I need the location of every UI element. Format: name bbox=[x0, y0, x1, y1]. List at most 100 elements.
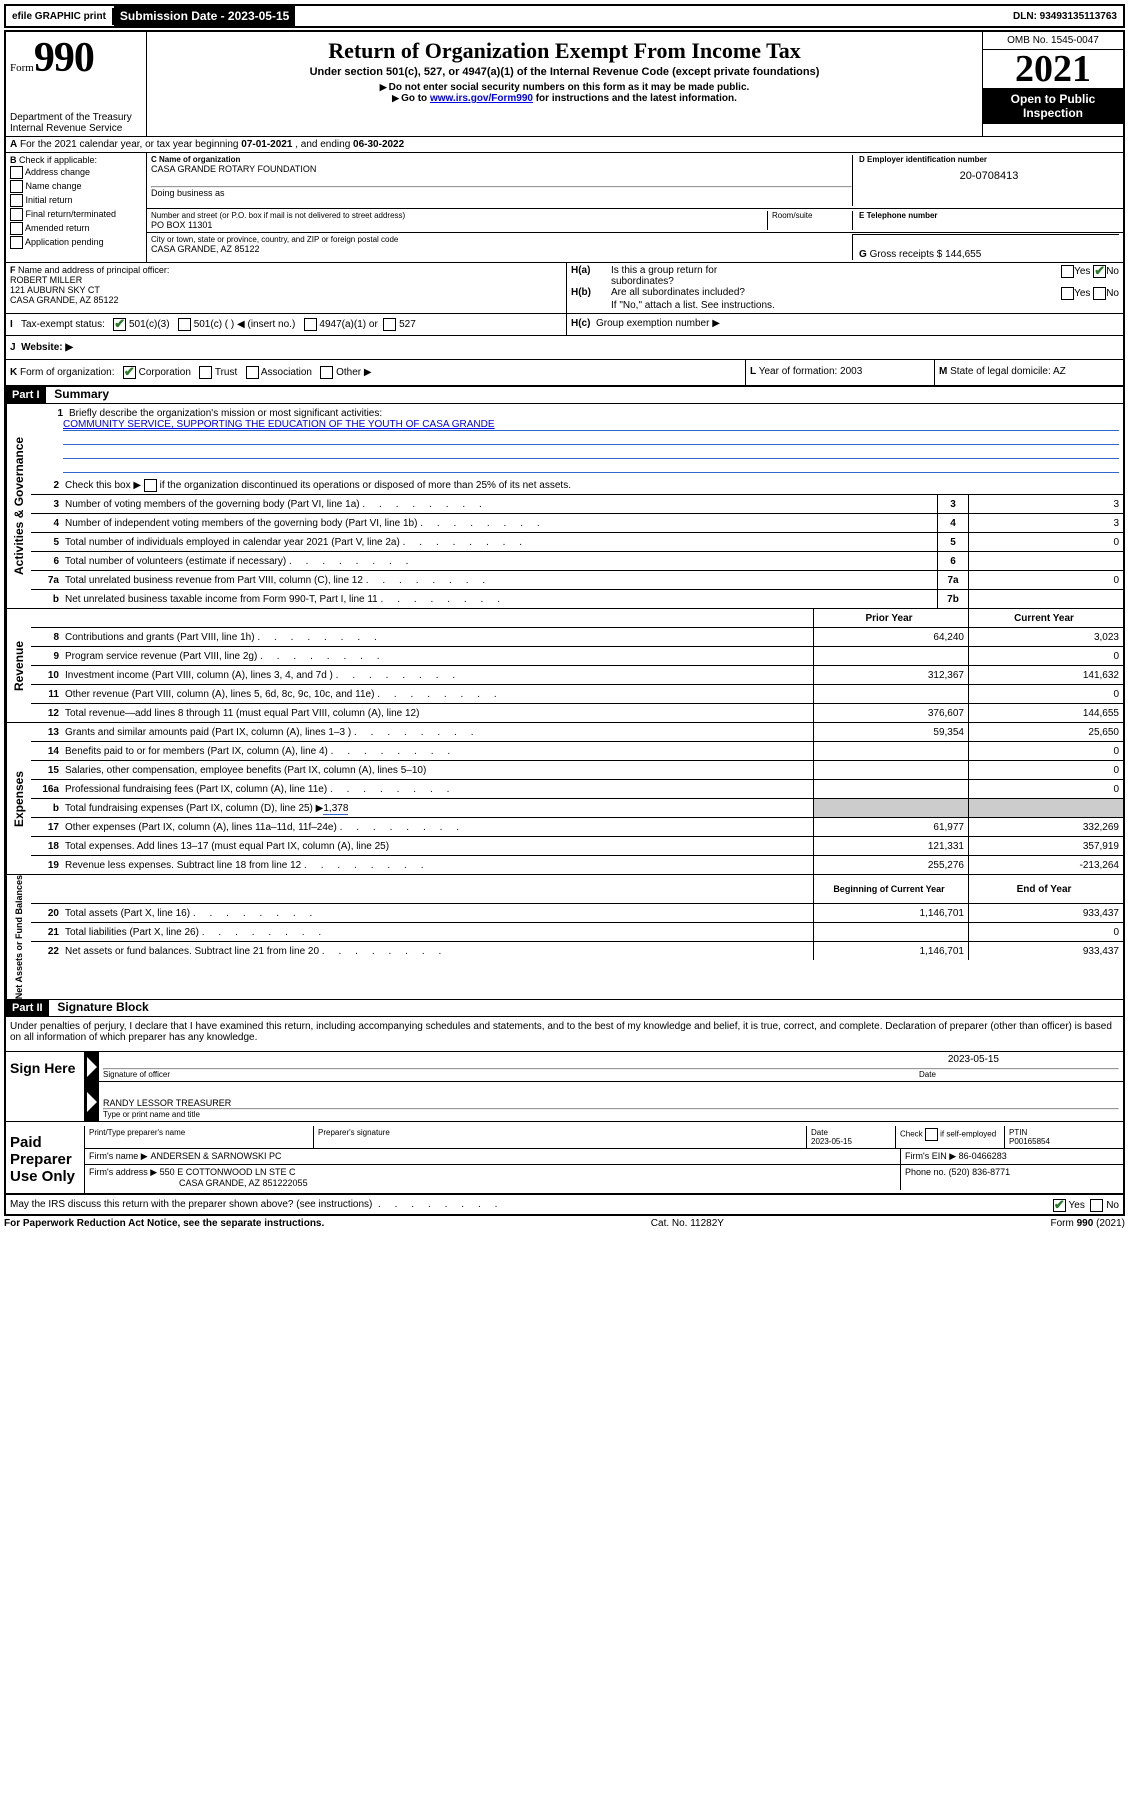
part1-header-row: Part I Summary bbox=[6, 386, 1123, 404]
cb-527[interactable] bbox=[383, 318, 396, 331]
checkbox-address-change[interactable]: Address change bbox=[10, 166, 142, 179]
prep-date: 2023-05-15 bbox=[811, 1137, 852, 1146]
footer-left: For Paperwork Reduction Act Notice, see … bbox=[4, 1218, 324, 1229]
line3: Number of voting members of the governin… bbox=[65, 497, 937, 512]
firm-ein: 86-0466283 bbox=[959, 1151, 1007, 1161]
cb-501c3[interactable] bbox=[113, 318, 126, 331]
line16b: Total fundraising expenses (Part IX, col… bbox=[65, 801, 813, 816]
vert-netassets: Net Assets or Fund Balances bbox=[6, 875, 31, 999]
vert-expenses: Expenses bbox=[6, 723, 31, 874]
paid-preparer-table: Paid Preparer Use Only Print/Type prepar… bbox=[6, 1126, 1123, 1194]
top-bar: efile GRAPHIC print Submission Date - 20… bbox=[4, 4, 1125, 28]
form-header: Form990 Department of the Treasury Inter… bbox=[6, 32, 1123, 137]
section-f-h: F Name and address of principal officer:… bbox=[6, 262, 1123, 313]
mission-link[interactable]: COMMUNITY SERVICE, SUPPORTING THE EDUCAT… bbox=[63, 419, 1119, 431]
may-irs-yes[interactable] bbox=[1053, 1199, 1066, 1212]
row-klm: K Form of organization: Corporation Trus… bbox=[6, 360, 1123, 386]
section-b-through-g: B Check if applicable: Address change Na… bbox=[6, 153, 1123, 262]
ha-no[interactable] bbox=[1093, 265, 1106, 278]
dln-label: DLN: 93493135113763 bbox=[1007, 8, 1123, 25]
room-label: Room/suite bbox=[772, 211, 852, 220]
cb-assoc[interactable] bbox=[246, 366, 259, 379]
p21 bbox=[813, 923, 968, 941]
form-990-label: Form990 bbox=[10, 34, 142, 82]
sign-here-label: Sign Here bbox=[6, 1052, 85, 1121]
line1-label: Briefly describe the organization's miss… bbox=[69, 408, 1119, 419]
row-j: J Website: ▶ bbox=[6, 335, 1123, 360]
c22: 933,437 bbox=[968, 942, 1123, 960]
letter-d: D bbox=[859, 155, 865, 164]
may-irs-no[interactable] bbox=[1090, 1199, 1103, 1212]
c14: 0 bbox=[968, 742, 1123, 760]
checkbox-initial-return[interactable]: Initial return bbox=[10, 194, 142, 207]
cb-self-employed[interactable] bbox=[925, 1128, 938, 1141]
cb-trust[interactable] bbox=[199, 366, 212, 379]
tax-year: 2021 bbox=[983, 50, 1123, 88]
officer-addr1: 121 AUBURN SKY CT bbox=[10, 285, 100, 295]
p19: 255,276 bbox=[813, 856, 968, 874]
letter-j: J bbox=[10, 342, 16, 353]
line18: Total expenses. Add lines 13–17 (must eq… bbox=[65, 839, 813, 854]
ha-yes[interactable] bbox=[1061, 265, 1074, 278]
hb-yes[interactable] bbox=[1061, 287, 1074, 300]
cb-501c[interactable] bbox=[178, 318, 191, 331]
firm-phone: (520) 836-8771 bbox=[949, 1167, 1011, 1177]
letter-b: B bbox=[10, 155, 17, 165]
p14 bbox=[813, 742, 968, 760]
ptin-value: P00165854 bbox=[1009, 1137, 1050, 1146]
firm-addr2: CASA GRANDE, AZ 851222055 bbox=[179, 1178, 308, 1188]
col-c-org-info: C Name of organization CASA GRANDE ROTAR… bbox=[147, 153, 1123, 262]
letter-g: G bbox=[859, 249, 867, 260]
hb-no[interactable] bbox=[1093, 287, 1106, 300]
letter-k: K bbox=[10, 367, 17, 378]
cb-other[interactable] bbox=[320, 366, 333, 379]
vert-activities: Activities & Governance bbox=[6, 404, 31, 608]
val7a: 0 bbox=[968, 571, 1123, 589]
part2-title: Signature Block bbox=[51, 1000, 148, 1014]
letter-ha: H(a) bbox=[571, 265, 590, 276]
submission-date-button[interactable]: Submission Date - 2023-05-15 bbox=[114, 6, 295, 26]
checkbox-final-return[interactable]: Final return/terminated bbox=[10, 208, 142, 221]
c17: 332,269 bbox=[968, 818, 1123, 836]
cb-line2[interactable] bbox=[144, 479, 157, 492]
prep-sig-label: Preparer's signature bbox=[314, 1126, 807, 1148]
letter-i: I bbox=[10, 319, 13, 330]
c13: 25,650 bbox=[968, 723, 1123, 741]
line10: Investment income (Part VIII, column (A)… bbox=[65, 668, 813, 683]
line19: Revenue less expenses. Subtract line 18 … bbox=[65, 858, 813, 873]
ssn-note: Do not enter social security numbers on … bbox=[151, 82, 978, 93]
part2-header-row: Part II Signature Block bbox=[6, 999, 1123, 1017]
sig-date-top: 2023-05-15 bbox=[103, 1054, 1119, 1068]
p8: 64,240 bbox=[813, 628, 968, 646]
cb-4947[interactable] bbox=[304, 318, 317, 331]
checkbox-amended-return[interactable]: Amended return bbox=[10, 222, 142, 235]
line12: Total revenue—add lines 8 through 11 (mu… bbox=[65, 706, 813, 721]
current-year-header: Current Year bbox=[968, 609, 1123, 627]
line14: Benefits paid to or for members (Part IX… bbox=[65, 744, 813, 759]
letter-l: L bbox=[750, 366, 756, 377]
form-title: Return of Organization Exempt From Incom… bbox=[151, 38, 978, 64]
c16b-grey bbox=[968, 799, 1123, 817]
p15 bbox=[813, 761, 968, 779]
firm-addr1: 550 E COTTONWOOD LN STE C bbox=[160, 1167, 296, 1177]
checkbox-application-pending[interactable]: Application pending bbox=[10, 236, 142, 249]
paid-preparer-label: Paid Preparer Use Only bbox=[6, 1126, 85, 1193]
checkbox-name-change[interactable]: Name change bbox=[10, 180, 142, 193]
line21: Total liabilities (Part X, line 26) bbox=[65, 925, 813, 940]
firm-name: ANDERSEN & SARNOWSKI PC bbox=[150, 1151, 281, 1161]
irs-link[interactable]: www.irs.gov/Form990 bbox=[430, 93, 533, 104]
p18: 121,331 bbox=[813, 837, 968, 855]
footer-right: Form 990 (2021) bbox=[1051, 1218, 1125, 1229]
page-footer: For Paperwork Reduction Act Notice, see … bbox=[4, 1216, 1125, 1231]
cb-corp[interactable] bbox=[123, 366, 136, 379]
dba-label: Doing business as bbox=[151, 188, 852, 198]
h-note: If "No," attach a list. See instructions… bbox=[571, 300, 1119, 311]
p11 bbox=[813, 685, 968, 703]
c15: 0 bbox=[968, 761, 1123, 779]
sign-here-table: Sign Here 2023-05-15 Signature of office… bbox=[6, 1051, 1123, 1122]
sig-officer-label: Signature of officer bbox=[103, 1070, 919, 1079]
gross-receipts: 144,655 bbox=[945, 249, 981, 260]
line7b: Net unrelated business taxable income fr… bbox=[65, 592, 937, 607]
c12: 144,655 bbox=[968, 704, 1123, 722]
col-b-checkboxes: B Check if applicable: Address change Na… bbox=[6, 153, 147, 262]
